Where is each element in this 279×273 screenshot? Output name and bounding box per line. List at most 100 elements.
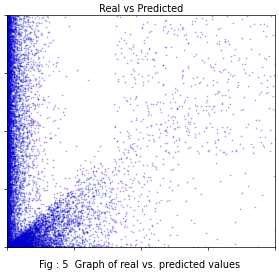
- Point: [172, 150, 177, 155]
- Point: [24, 197, 28, 202]
- Point: [9, 245, 13, 249]
- Point: [5, 106, 9, 111]
- Point: [96, 235, 100, 239]
- Point: [11, 177, 16, 181]
- Point: [20, 238, 25, 242]
- Point: [6, 163, 11, 168]
- Point: [6, 32, 10, 37]
- Point: [12, 54, 16, 58]
- Point: [61, 110, 65, 115]
- Point: [23, 38, 27, 42]
- Point: [5, 121, 10, 126]
- Point: [9, 131, 14, 136]
- Point: [254, 125, 258, 130]
- Point: [9, 244, 13, 248]
- Point: [6, 54, 10, 59]
- Point: [27, 244, 31, 248]
- Point: [7, 21, 11, 26]
- Point: [7, 204, 11, 208]
- Point: [43, 227, 47, 231]
- Point: [115, 186, 119, 190]
- Point: [8, 165, 13, 169]
- Point: [9, 43, 13, 48]
- Point: [11, 136, 16, 141]
- Point: [11, 25, 16, 29]
- Point: [49, 209, 54, 214]
- Point: [163, 129, 168, 133]
- Point: [23, 79, 27, 84]
- Point: [13, 239, 17, 244]
- Point: [16, 112, 21, 117]
- Point: [8, 197, 12, 202]
- Point: [119, 36, 124, 40]
- Point: [7, 241, 11, 245]
- Point: [37, 237, 41, 241]
- Point: [57, 244, 62, 248]
- Point: [7, 241, 11, 245]
- Point: [7, 220, 11, 225]
- Point: [7, 215, 11, 219]
- Point: [5, 42, 9, 46]
- Point: [5, 228, 10, 232]
- Point: [34, 241, 38, 246]
- Point: [16, 65, 20, 70]
- Point: [18, 241, 23, 245]
- Point: [6, 31, 10, 35]
- Point: [16, 240, 20, 245]
- Point: [32, 234, 37, 239]
- Point: [39, 238, 44, 243]
- Point: [20, 240, 24, 244]
- Point: [9, 128, 14, 132]
- Point: [23, 236, 27, 241]
- Point: [8, 76, 13, 80]
- Point: [6, 169, 10, 173]
- Point: [6, 163, 10, 167]
- Point: [52, 215, 56, 219]
- Point: [7, 57, 11, 62]
- Point: [33, 153, 38, 158]
- Point: [23, 242, 27, 246]
- Point: [10, 196, 15, 200]
- Point: [25, 201, 30, 206]
- Point: [6, 78, 10, 82]
- Point: [77, 227, 81, 231]
- Point: [76, 182, 81, 187]
- Point: [251, 145, 256, 149]
- Point: [9, 244, 13, 249]
- Point: [7, 132, 11, 137]
- Point: [13, 157, 17, 162]
- Point: [6, 196, 10, 200]
- Point: [9, 242, 13, 246]
- Point: [10, 198, 14, 202]
- Point: [13, 242, 17, 247]
- Point: [11, 242, 16, 246]
- Point: [7, 76, 11, 81]
- Point: [31, 221, 36, 225]
- Point: [9, 113, 13, 118]
- Point: [97, 242, 101, 246]
- Point: [16, 196, 21, 201]
- Point: [5, 213, 9, 218]
- Point: [57, 232, 61, 236]
- Point: [24, 234, 28, 238]
- Point: [7, 242, 12, 246]
- Point: [6, 194, 11, 198]
- Point: [7, 245, 11, 249]
- Point: [6, 244, 10, 249]
- Point: [137, 228, 141, 233]
- Point: [25, 245, 30, 249]
- Point: [7, 80, 11, 85]
- Point: [95, 210, 100, 214]
- Point: [30, 241, 34, 245]
- Point: [6, 224, 11, 228]
- Point: [6, 157, 10, 161]
- Point: [6, 232, 10, 236]
- Point: [5, 91, 10, 96]
- Point: [6, 215, 10, 219]
- Point: [21, 164, 26, 168]
- Point: [18, 242, 22, 247]
- Point: [8, 98, 12, 102]
- Point: [5, 226, 9, 230]
- Point: [13, 244, 17, 248]
- Point: [13, 85, 18, 90]
